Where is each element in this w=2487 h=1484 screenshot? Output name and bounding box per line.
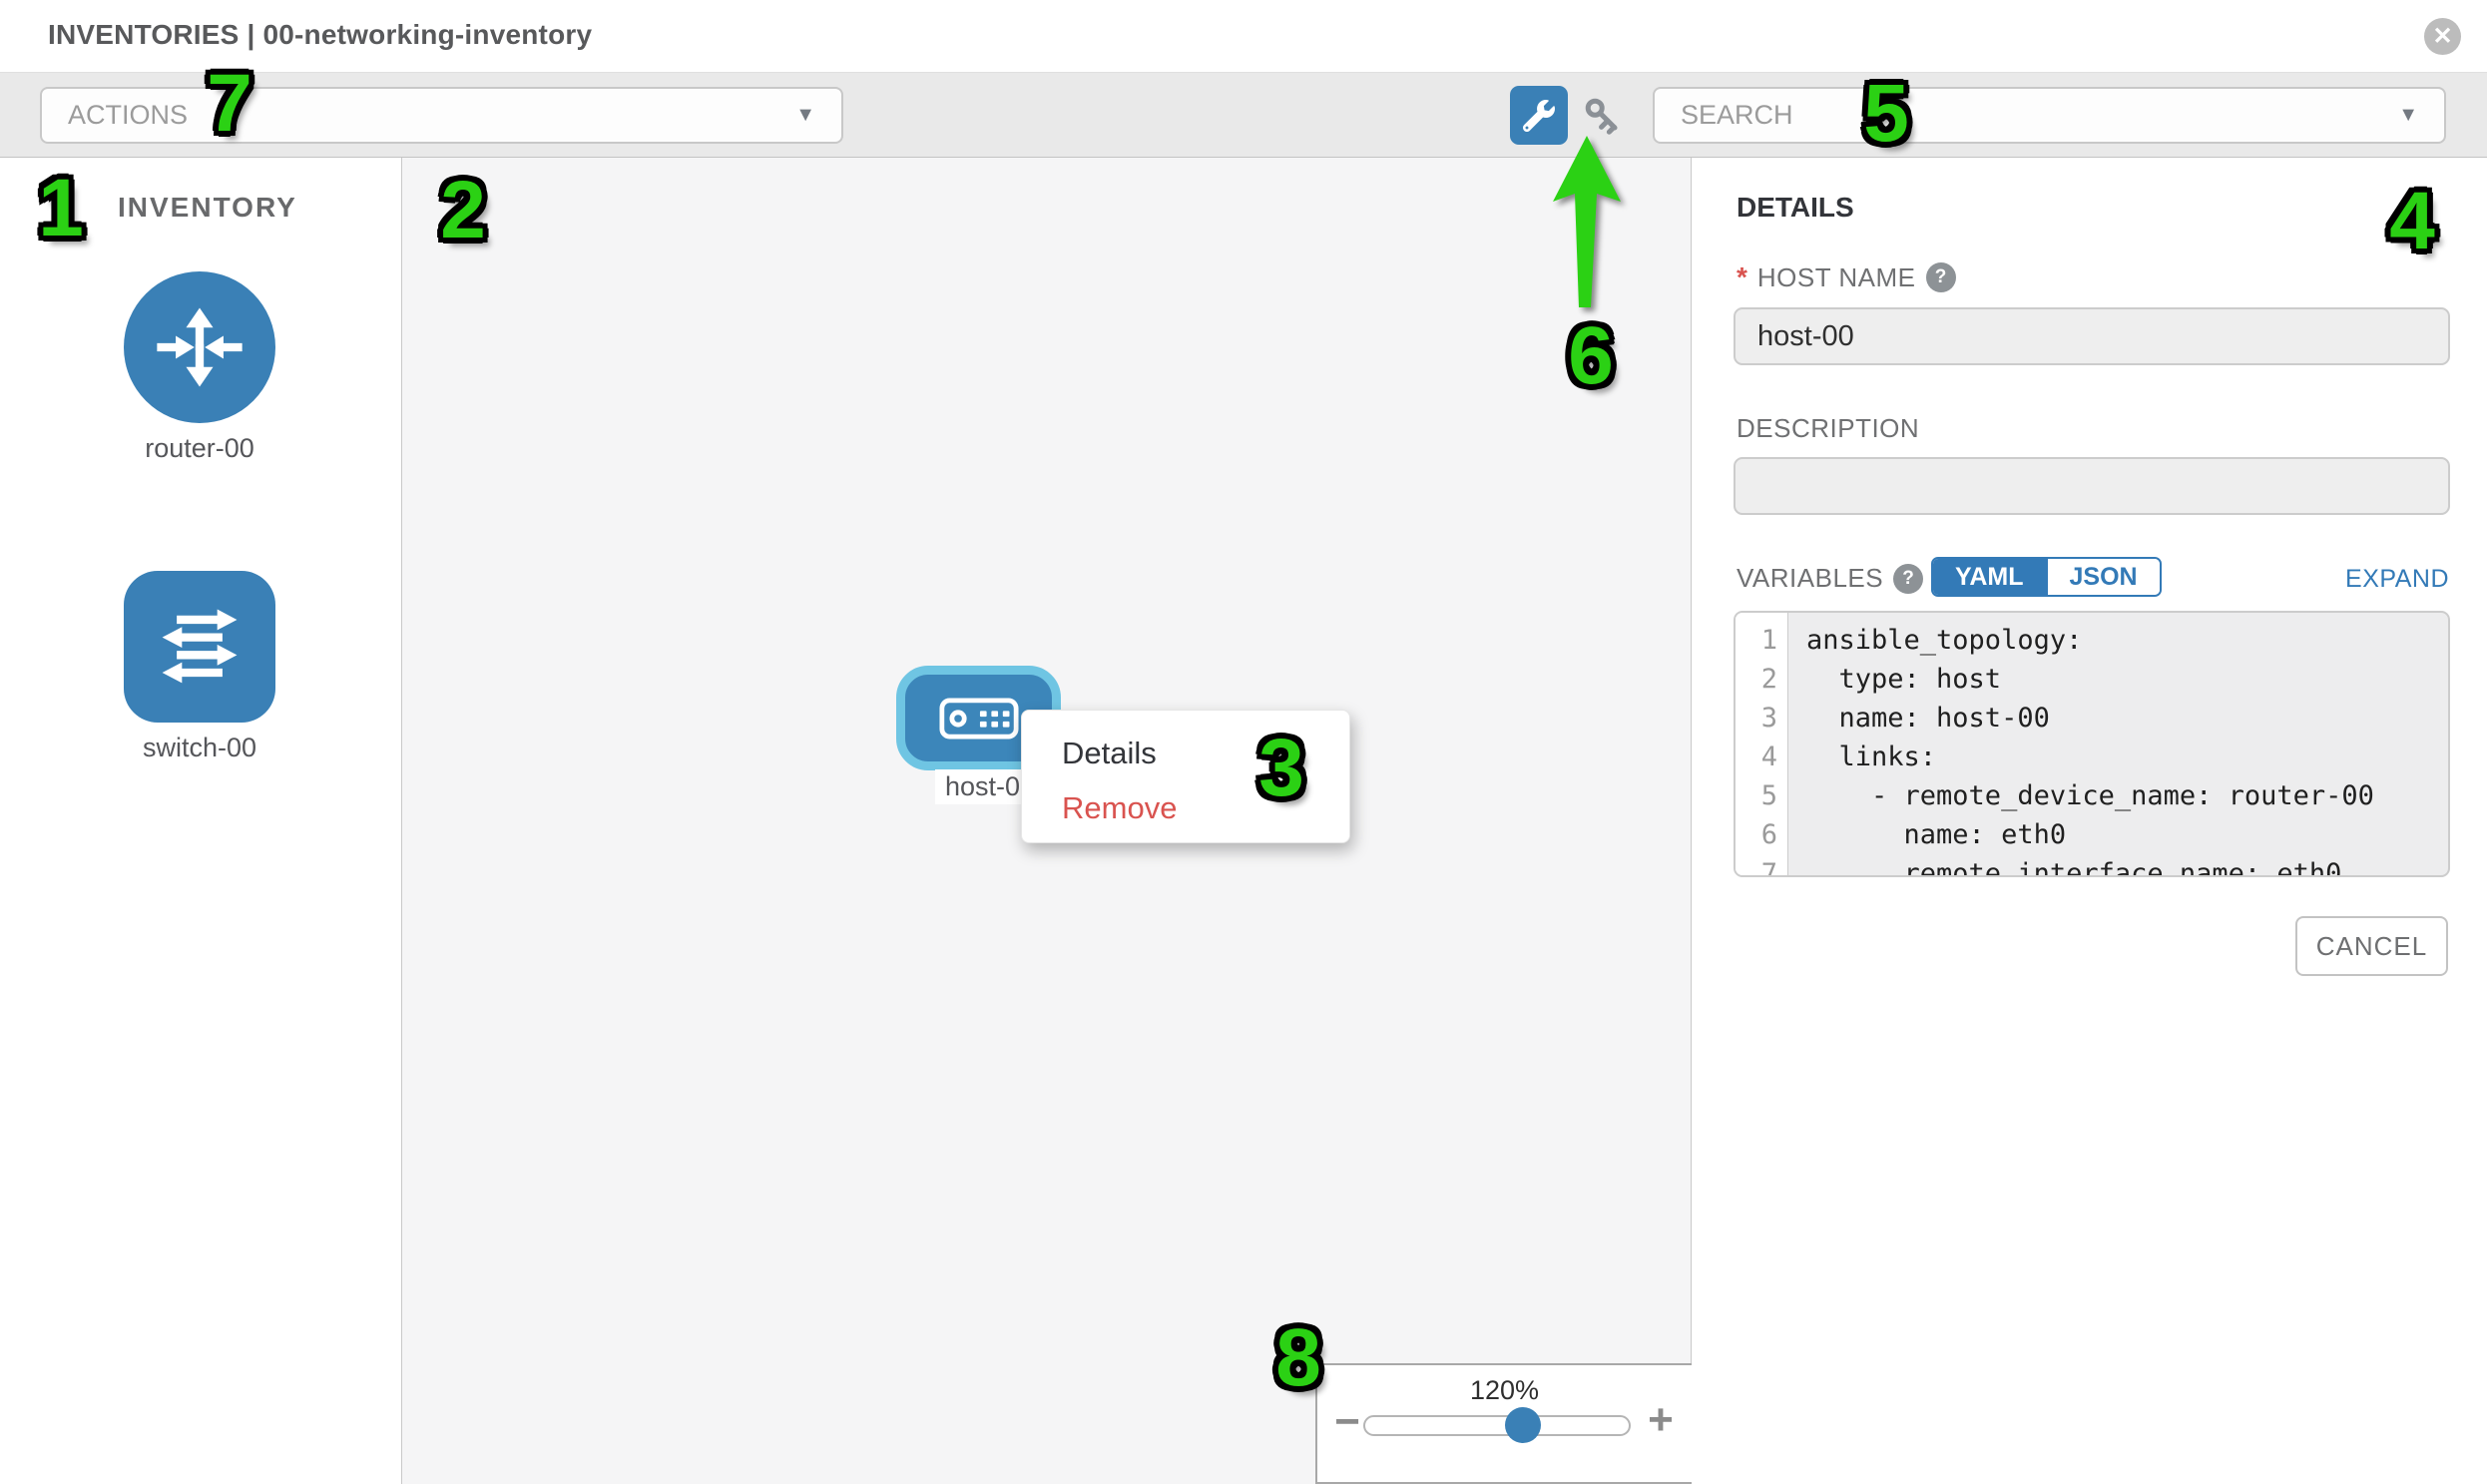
- cancel-button[interactable]: CANCEL: [2295, 916, 2448, 976]
- close-button[interactable]: ✕: [2424, 18, 2461, 55]
- variables-label-row: VARIABLES ?: [1737, 563, 1924, 594]
- expand-link[interactable]: EXPAND: [2345, 565, 2449, 593]
- variables-code-editor[interactable]: 1 2 3 4 5 6 7 ansible_topology: type: ho…: [1734, 611, 2450, 877]
- chevron-down-icon: ▼: [2398, 104, 2418, 126]
- host-name-label-row: * HOST NAME ?: [1737, 261, 1956, 293]
- chevron-down-icon: ▼: [795, 104, 815, 126]
- description-label-row: DESCRIPTION: [1737, 413, 1919, 444]
- help-icon[interactable]: ?: [1893, 563, 1924, 594]
- zoom-level-value: 120%: [1469, 1375, 1540, 1405]
- description-label: DESCRIPTION: [1737, 413, 1920, 443]
- key-credentials-button[interactable]: [1579, 92, 1627, 140]
- actions-dropdown-label: ACTIONS: [68, 100, 189, 130]
- toggle-json[interactable]: JSON: [2045, 559, 2160, 595]
- zoom-slider-handle[interactable]: [1505, 1407, 1541, 1443]
- search-placeholder: SEARCH: [1681, 100, 1793, 130]
- switch-icon: [124, 571, 275, 723]
- search-dropdown[interactable]: SEARCH ▼: [1653, 87, 2446, 144]
- palette-item-label: router-00: [145, 433, 254, 463]
- page-header: INVENTORIES | 00-networking-inventory ✕: [0, 0, 2487, 72]
- required-asterisk: *: [1737, 261, 1747, 292]
- description-input[interactable]: [1734, 457, 2450, 515]
- variables-label: VARIABLES: [1737, 563, 1884, 593]
- details-panel: DETAILS * HOST NAME ? DESCRIPTION VARIAB…: [1693, 158, 2487, 1484]
- palette-item-router[interactable]: router-00: [120, 271, 279, 464]
- close-icon: ✕: [2432, 23, 2453, 50]
- editor-code: ansible_topology: type: host name: host-…: [1806, 625, 2374, 877]
- details-heading: DETAILS: [1737, 192, 1854, 223]
- node-context-menu: Details Remove: [1021, 710, 1350, 843]
- help-icon[interactable]: ?: [1925, 262, 1956, 292]
- zoom-out-button[interactable]: −: [1334, 1397, 1360, 1446]
- palette-item-switch[interactable]: switch-00: [120, 571, 279, 763]
- sidebar-heading: INVENTORY: [118, 192, 297, 223]
- zoom-in-button[interactable]: +: [1648, 1395, 1674, 1444]
- page-title: INVENTORIES | 00-networking-inventory: [48, 19, 593, 50]
- host-name-input[interactable]: [1734, 307, 2450, 365]
- palette-item-label: switch-00: [142, 733, 257, 762]
- actions-dropdown[interactable]: ACTIONS ▼: [40, 87, 843, 144]
- host-name-label: HOST NAME: [1756, 261, 1916, 292]
- context-menu-item-details[interactable]: Details: [1062, 736, 1157, 770]
- toggle-yaml[interactable]: YAML: [1933, 559, 2046, 595]
- editor-line-numbers: 1 2 3 4 5 6 7: [1736, 613, 1788, 875]
- router-icon: [124, 271, 275, 423]
- context-menu-item-remove[interactable]: Remove: [1062, 790, 1178, 825]
- zoom-widget: 120% − +: [1315, 1363, 1692, 1484]
- wrench-icon: [1523, 99, 1555, 132]
- tools-button[interactable]: [1510, 86, 1568, 145]
- variables-format-toggle: YAML JSON: [1931, 557, 2162, 597]
- server-icon: [938, 698, 1019, 740]
- key-icon: [1579, 92, 1627, 140]
- zoom-slider-track[interactable]: [1363, 1415, 1631, 1436]
